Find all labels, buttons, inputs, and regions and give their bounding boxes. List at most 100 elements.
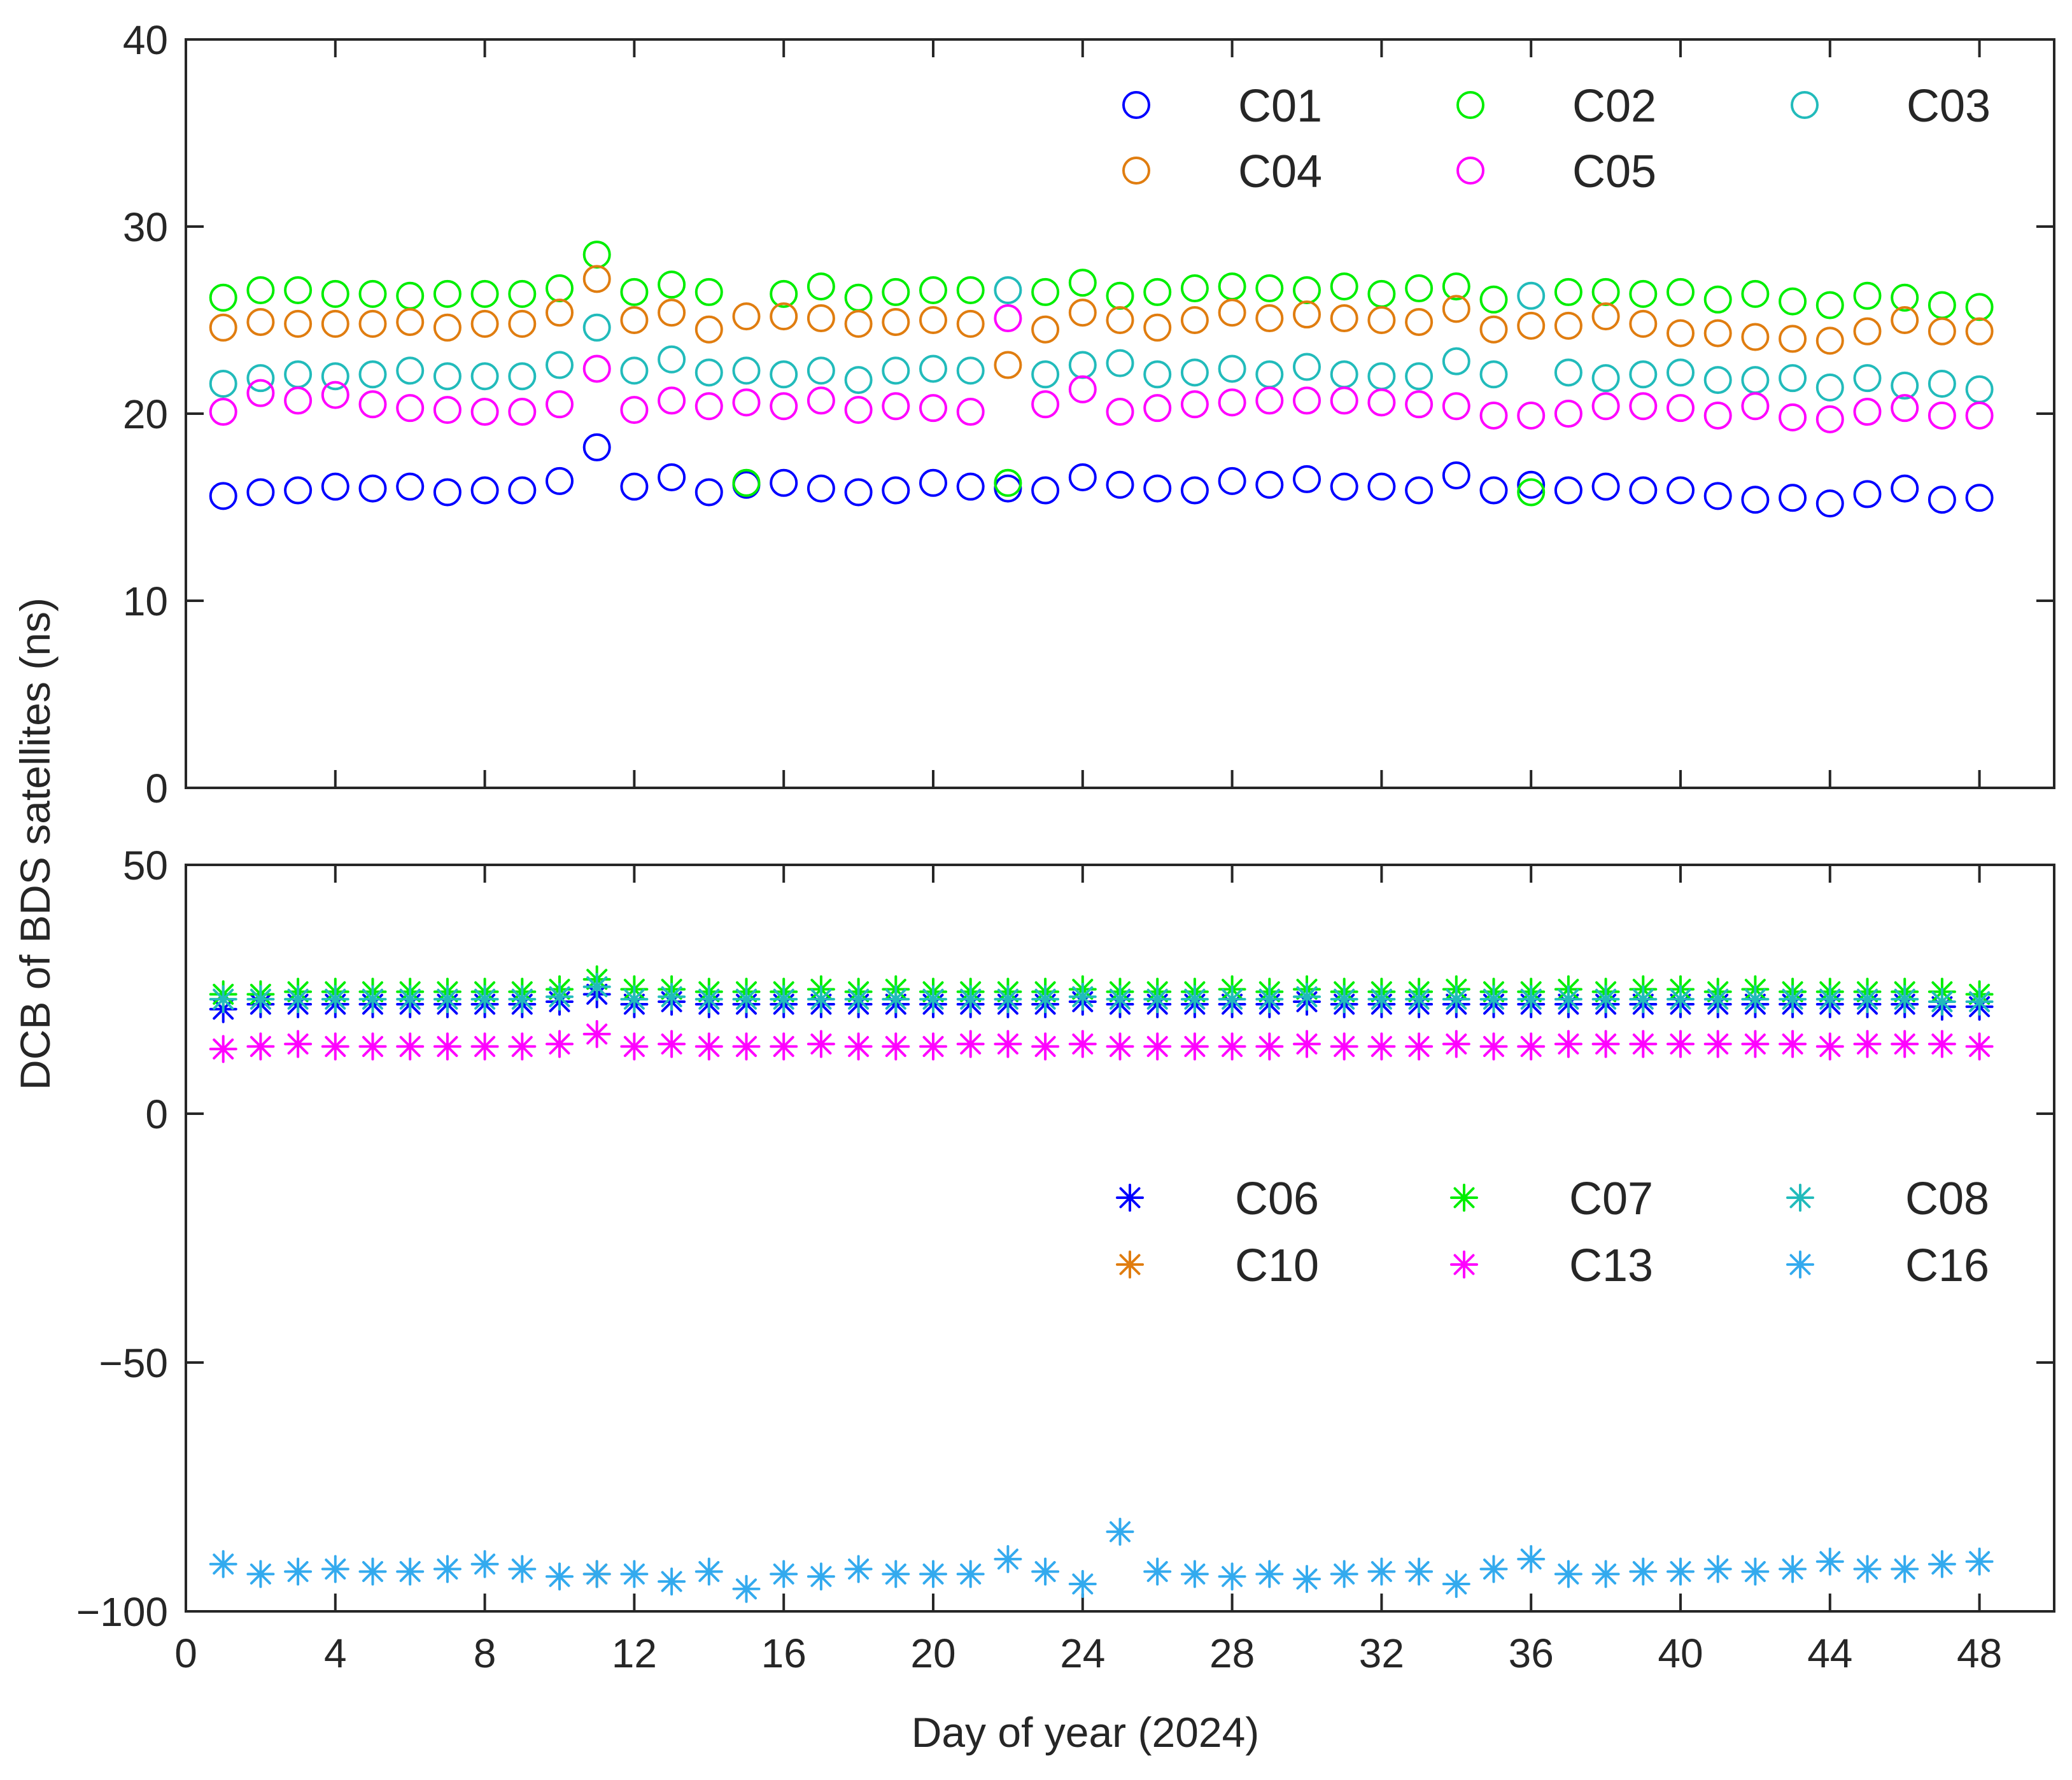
data-point-c08	[396, 985, 425, 1014]
data-point-c16	[620, 1560, 649, 1588]
data-point-c13	[1928, 1030, 1956, 1058]
data-point-c02	[1741, 279, 1770, 308]
data-point-c03	[1143, 360, 1172, 389]
y-tick-label: −100	[76, 1589, 168, 1635]
legend-label-c01: C01	[1238, 81, 1322, 132]
data-point-c08	[956, 985, 985, 1014]
data-point-c08	[1815, 985, 1844, 1014]
legend-item-c13: C13	[1450, 1240, 1653, 1291]
data-point-c08	[694, 985, 723, 1014]
data-point-c13	[1965, 1032, 1994, 1061]
data-point-c08	[1741, 985, 1770, 1014]
data-point-c16	[807, 1562, 835, 1591]
data-point-c16	[770, 1560, 798, 1588]
legend-item-c10: C10	[1116, 1240, 1319, 1291]
x-tick-label: 24	[1060, 1630, 1105, 1676]
data-point-c08	[994, 985, 1022, 1014]
legend-marker-c16	[1786, 1251, 1814, 1279]
data-point-c02	[620, 277, 649, 306]
top-plot-area	[186, 39, 2054, 788]
data-point-c05	[546, 390, 574, 419]
data-point-c13	[508, 1032, 537, 1061]
legend-marker-c02	[1456, 91, 1484, 119]
data-point-c05	[919, 394, 947, 423]
y-tick-label: 50	[123, 843, 168, 888]
data-point-c08	[1031, 985, 1060, 1014]
data-point-c04	[844, 309, 873, 338]
series-c13	[209, 1020, 1994, 1063]
data-point-c16	[956, 1560, 985, 1588]
data-point-c04	[882, 307, 910, 336]
data-point-c01	[807, 474, 835, 503]
data-point-c13	[1815, 1032, 1844, 1061]
x-tick-label: 20	[910, 1630, 955, 1676]
series-c01	[209, 433, 1994, 518]
data-point-c13	[994, 1030, 1022, 1058]
data-point-c01	[1180, 476, 1209, 505]
data-point-c02	[284, 276, 313, 304]
data-point-c16	[658, 1567, 686, 1596]
data-point-c16	[546, 1562, 574, 1591]
data-point-c08	[1703, 985, 1732, 1014]
data-point-c05	[694, 392, 723, 421]
data-point-c08	[470, 985, 499, 1014]
data-point-c08	[1405, 985, 1434, 1014]
data-point-c13	[1703, 1030, 1732, 1058]
legend-item-c04: C04	[1122, 146, 1322, 197]
data-point-c05	[1965, 401, 1994, 430]
data-point-c03	[508, 362, 537, 391]
data-point-c04	[1031, 315, 1060, 344]
data-point-c02	[1068, 269, 1097, 297]
data-point-c04	[1517, 311, 1546, 340]
data-point-c01	[844, 478, 873, 507]
legend-label-c02: C02	[1572, 81, 1656, 132]
data-point-c05	[1405, 390, 1434, 419]
data-point-c05	[1293, 386, 1321, 415]
data-point-c04	[582, 265, 611, 293]
data-point-c05	[1629, 392, 1658, 421]
data-point-c04	[1180, 306, 1209, 334]
data-point-c08	[508, 985, 537, 1014]
data-point-c03	[1554, 358, 1582, 387]
data-point-c08	[807, 985, 835, 1014]
data-point-c08	[732, 985, 761, 1014]
x-tick-label: 36	[1509, 1630, 1554, 1676]
bottom-data-marks	[209, 965, 1994, 1603]
data-point-c04	[1442, 295, 1470, 323]
data-point-c16	[1703, 1555, 1732, 1583]
data-point-c08	[1106, 985, 1134, 1014]
data-point-c01	[1517, 470, 1546, 499]
data-point-c05	[209, 398, 237, 426]
legend-marker-c13	[1450, 1251, 1478, 1279]
data-point-c05	[770, 392, 798, 421]
data-point-c16	[1853, 1555, 1882, 1583]
data-point-c02	[470, 279, 499, 308]
data-point-c02	[882, 277, 910, 306]
data-point-c02	[1517, 478, 1546, 507]
data-point-c01	[1853, 480, 1882, 508]
data-point-c04	[1591, 302, 1620, 331]
data-point-c04	[994, 351, 1022, 379]
data-point-c13	[1367, 1032, 1396, 1061]
data-point-c16	[209, 1550, 237, 1578]
data-point-c16	[508, 1555, 537, 1583]
data-point-c01	[1143, 474, 1172, 503]
data-point-c03	[1629, 360, 1658, 389]
data-point-c13	[658, 1030, 686, 1058]
data-point-c08	[1367, 985, 1396, 1014]
data-point-c04	[1479, 315, 1508, 344]
data-point-c05	[1479, 401, 1508, 430]
data-point-c08	[246, 985, 275, 1014]
data-point-c01	[620, 472, 649, 501]
data-point-c02	[1554, 277, 1582, 306]
data-point-c16	[1891, 1555, 1919, 1583]
top-legend: C01 C02 C03 C04 C05	[1122, 81, 1991, 197]
data-point-c16	[321, 1555, 349, 1583]
data-point-c16	[1442, 1569, 1470, 1598]
data-point-c05	[1815, 405, 1844, 433]
data-point-c05	[582, 354, 611, 383]
data-point-c01	[582, 433, 611, 461]
y-tick-label: 30	[123, 204, 168, 250]
data-point-c16	[882, 1560, 910, 1588]
data-point-c13	[732, 1032, 761, 1061]
